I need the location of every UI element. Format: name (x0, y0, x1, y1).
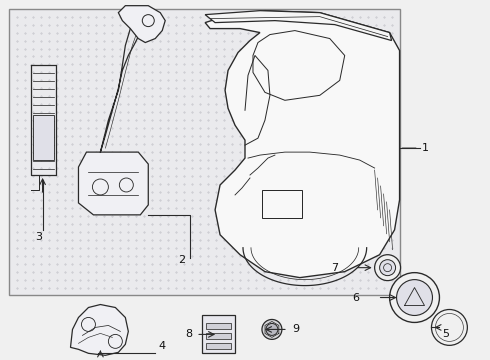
Polygon shape (205, 11, 399, 278)
Bar (262, 190, 302, 218)
Text: 1: 1 (402, 143, 428, 153)
Text: 9: 9 (292, 324, 299, 334)
Bar (206, 323, 231, 329)
Circle shape (380, 260, 395, 276)
Polygon shape (78, 152, 148, 215)
Circle shape (375, 255, 400, 280)
Polygon shape (119, 6, 165, 42)
Bar (9, 9, 399, 294)
Text: 5: 5 (442, 329, 449, 339)
Circle shape (396, 280, 433, 315)
Polygon shape (205, 11, 392, 41)
Circle shape (266, 323, 278, 336)
Circle shape (390, 273, 440, 323)
Bar (33, 115, 53, 160)
Text: 6: 6 (353, 293, 360, 302)
Bar (202, 315, 235, 353)
Text: 8: 8 (185, 329, 192, 339)
Text: 7: 7 (331, 263, 338, 273)
Circle shape (262, 319, 282, 339)
Text: 2: 2 (179, 255, 186, 265)
Text: 3: 3 (35, 232, 42, 242)
Polygon shape (71, 305, 128, 355)
Text: 4: 4 (158, 341, 165, 351)
Bar (206, 343, 231, 349)
Bar (206, 333, 231, 339)
